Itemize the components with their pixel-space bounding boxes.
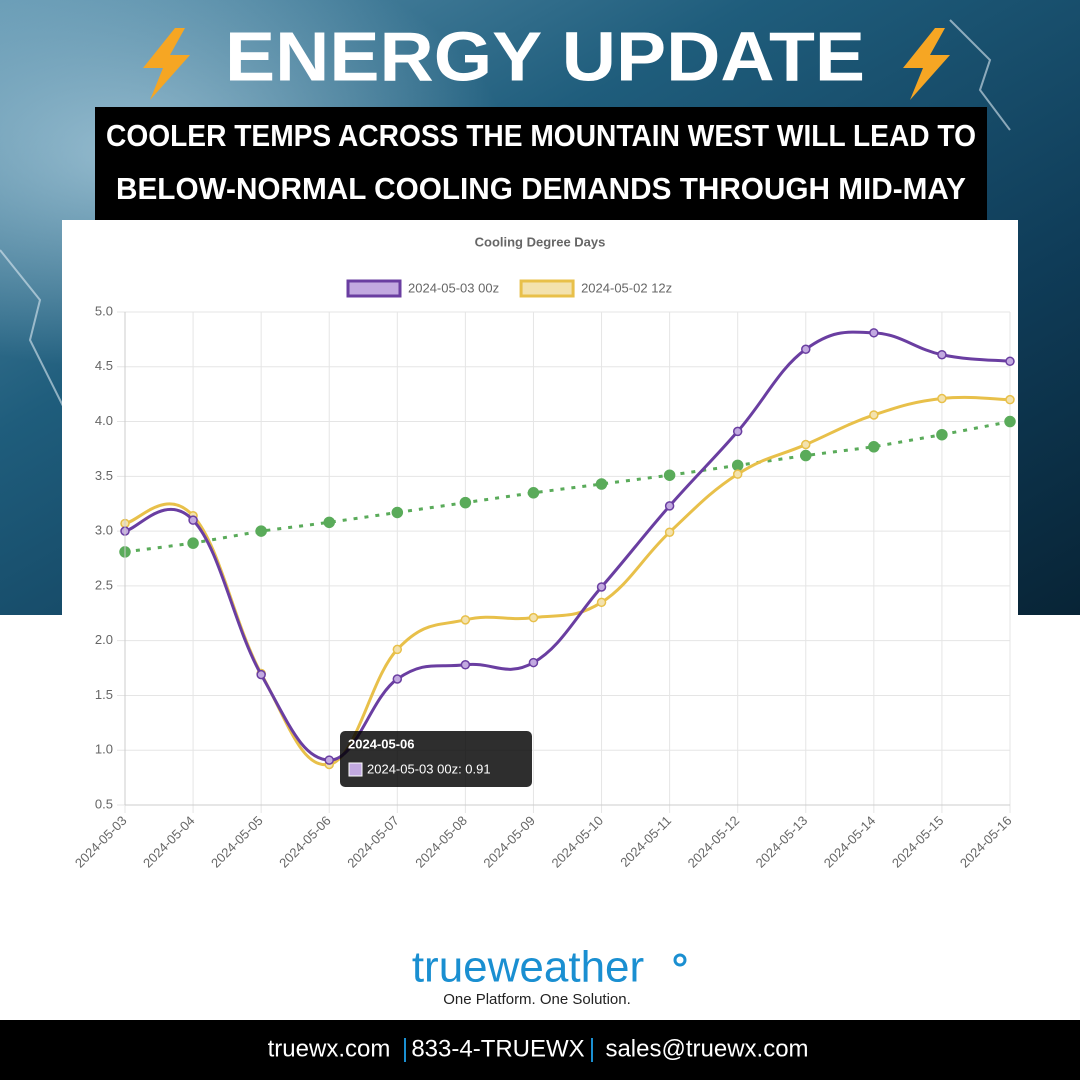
data-point (459, 496, 472, 509)
data-point (801, 344, 811, 354)
y-tick-label: 2.5 (95, 577, 113, 592)
data-point (528, 657, 539, 668)
data-point (256, 669, 266, 680)
data-point (664, 527, 675, 537)
y-tick-label: 2.0 (95, 632, 113, 647)
header-title: ENERGY UPDATE (225, 17, 865, 95)
data-point (937, 393, 947, 404)
x-tick-label: 2024-05-03 (72, 813, 130, 871)
data-point (732, 469, 743, 479)
tooltip-box (340, 731, 532, 787)
logo-dot (673, 953, 687, 967)
data-point (324, 755, 334, 765)
data-point (392, 674, 403, 684)
subtitle-box (95, 107, 987, 220)
tooltip-label: 2024-05-03 00z: 0.91 (367, 761, 491, 776)
x-tick-label: 2024-05-13 (753, 813, 811, 871)
data-point (869, 328, 879, 338)
x-tick-label: 2024-05-14 (821, 813, 879, 871)
data-point (460, 660, 471, 670)
data-point (188, 515, 198, 525)
subtitle-line: BELOW-NORMAL COOLING DEMANDS THROUGH MID… (116, 171, 966, 206)
data-point (1005, 394, 1015, 405)
brand-logo: trueweather (412, 943, 644, 992)
legend-swatch (519, 279, 575, 298)
tooltip-swatch (348, 762, 363, 777)
x-tick-label: 2024-05-07 (344, 813, 402, 871)
x-tick-label: 2024-05-08 (412, 813, 470, 871)
x-tick-label: 2024-05-09 (480, 813, 538, 871)
y-tick-label: 4.0 (95, 413, 113, 428)
data-point (1005, 356, 1015, 367)
data-point (663, 469, 676, 481)
x-tick-label: 2024-05-05 (208, 813, 266, 871)
tooltip-title: 2024-05-06 (348, 736, 415, 751)
data-point (596, 597, 607, 608)
data-point (1004, 415, 1016, 428)
legend-swatch (346, 279, 402, 298)
x-tick-label: 2024-05-04 (140, 813, 198, 871)
y-tick-label: 3.0 (95, 523, 113, 538)
data-point (732, 426, 743, 437)
y-tick-label: 0.5 (95, 796, 113, 811)
data-point (527, 487, 540, 499)
data-point (528, 612, 539, 623)
legend-label: 2024-05-03 00z (408, 280, 499, 295)
data-point (731, 459, 744, 472)
legend-label: 2024-05-02 12z (581, 280, 672, 295)
contact: 833-4-TRUEWX (411, 1035, 584, 1062)
data-point (323, 516, 335, 529)
data-point (937, 349, 947, 360)
x-tick-label: 2024-05-12 (685, 813, 743, 871)
y-tick-label: 3.5 (95, 468, 113, 483)
x-tick-label: 2024-05-06 (276, 813, 334, 871)
data-point (595, 478, 608, 490)
chart-title: Cooling Degree Days (475, 234, 606, 249)
data-point (187, 537, 199, 549)
lightning-streak (0, 19, 1011, 421)
tagline: One Platform. One Solution. (443, 991, 631, 1008)
x-tick-label: 2024-05-10 (548, 813, 606, 871)
data-point (800, 449, 812, 462)
footer-bar (0, 1020, 1080, 1080)
bolt-icon (143, 28, 190, 100)
data-point (255, 525, 267, 537)
data-point (392, 644, 403, 655)
data-point (868, 441, 880, 453)
bolt-icon (903, 28, 950, 100)
x-tick-label: 2024-05-15 (889, 813, 947, 871)
data-point (936, 428, 948, 441)
y-tick-label: 1.0 (95, 742, 113, 757)
data-point (596, 582, 607, 592)
x-tick-label: 2024-05-11 (617, 813, 674, 870)
data-point (391, 506, 404, 519)
subtitle-line: COOLER TEMPS ACROSS THE MOUNTAIN WEST WI… (106, 118, 976, 153)
data-point (801, 439, 811, 450)
tooltip: 2024-05-06 2024-05-03 00z: 0.91 (340, 731, 532, 787)
x-tick-label: 2024-05-16 (957, 813, 1015, 871)
contact: sales@truewx.com (605, 1035, 808, 1062)
y-tick-label: 5.0 (95, 303, 113, 318)
contact: truewx.com (268, 1035, 391, 1062)
y-tick-label: 1.5 (95, 687, 113, 702)
data-point (460, 615, 471, 625)
data-point (869, 410, 879, 420)
y-tick-label: 4.5 (95, 358, 113, 373)
data-point (664, 501, 675, 511)
